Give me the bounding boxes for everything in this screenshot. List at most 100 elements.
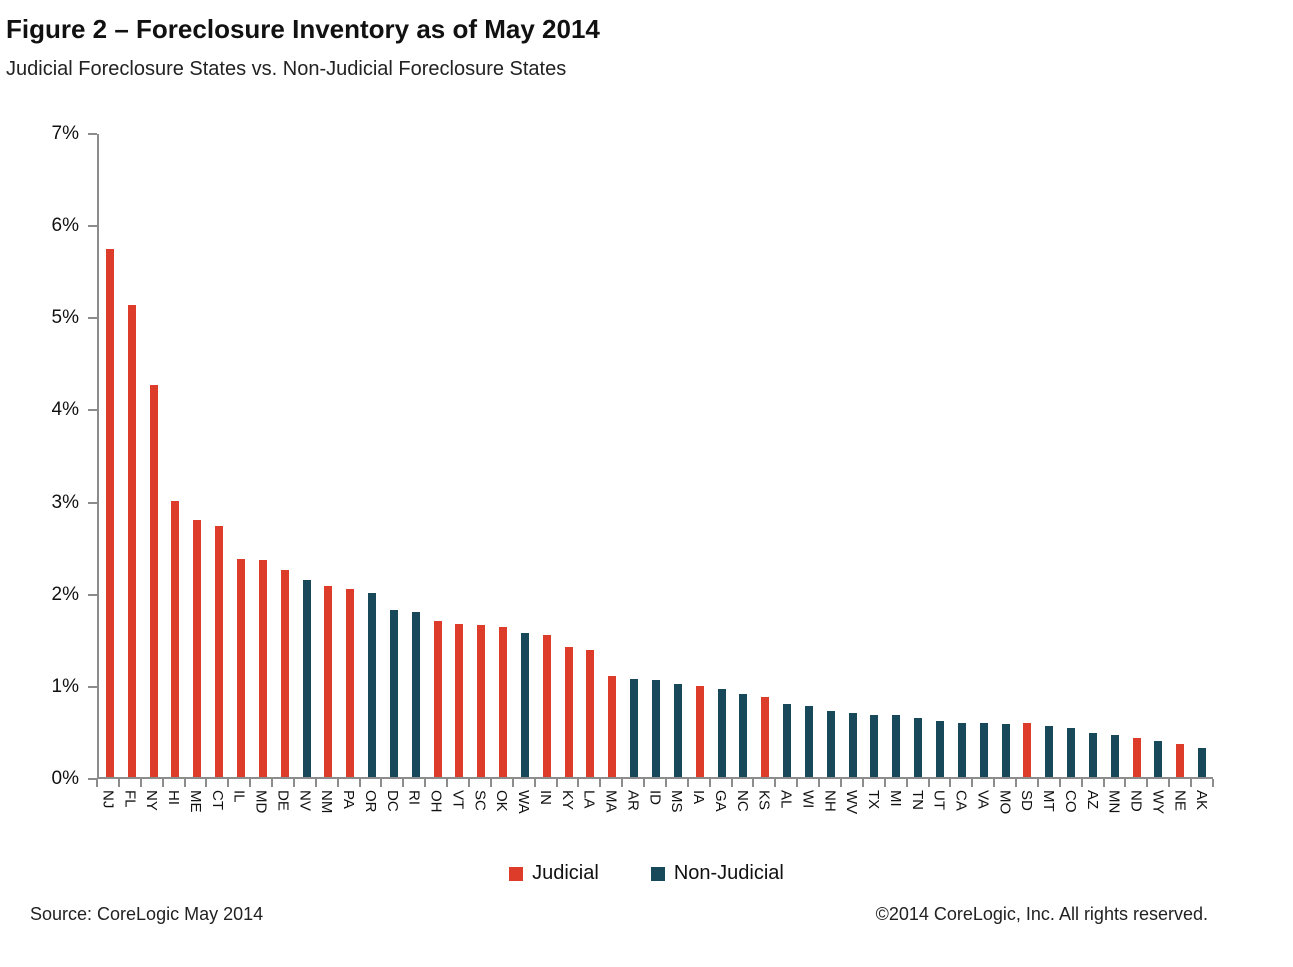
x-tick-mark <box>905 779 908 787</box>
bar-wy <box>1154 741 1163 777</box>
x-tick-mark <box>1146 779 1149 787</box>
bar-slot <box>842 134 864 777</box>
bar-md <box>258 560 267 777</box>
bar-slot <box>339 134 361 777</box>
source-note: Source: CoreLogic May 2014 <box>30 904 264 924</box>
bar-slot <box>252 134 274 777</box>
page-title: Figure 2 – Foreclosure Inventory as of M… <box>6 14 600 44</box>
x-tick-label-wy: WY <box>1149 790 1167 815</box>
x-tick-mark <box>643 779 646 787</box>
x-tick-mark <box>861 779 864 787</box>
bar-ma <box>608 675 617 777</box>
bar-ms <box>673 684 682 777</box>
bar-co <box>1067 728 1076 777</box>
x-label-slot: NV <box>294 790 316 838</box>
x-label-slot: DE <box>272 790 294 838</box>
bar-dc <box>389 609 398 777</box>
bar-pa <box>346 588 355 777</box>
x-tick-mark <box>511 779 514 787</box>
x-tick-mark <box>621 779 624 787</box>
x-tick-mark <box>402 779 405 787</box>
y-tick-mark <box>88 317 97 320</box>
x-tick-mark <box>1080 779 1083 787</box>
bar-slot <box>1104 134 1126 777</box>
x-label-slot: WV <box>841 790 863 838</box>
x-label-slot: IA <box>688 790 710 838</box>
y-axis: 7% 6% 5% 4% 3% 2% 1% 0% <box>0 123 97 789</box>
x-label-slot: VT <box>447 790 469 838</box>
bar-slot <box>1191 134 1213 777</box>
legend: Judicial Non-Judicial <box>0 862 1293 885</box>
bar-ar <box>630 678 639 777</box>
x-tick-mark <box>555 779 558 787</box>
y-tick-label: 6% <box>51 215 79 237</box>
x-label-slot: UT <box>928 790 950 838</box>
bar-ri <box>411 611 420 777</box>
y-tick-label: 0% <box>51 768 79 789</box>
x-tick-mark <box>139 779 142 787</box>
x-label-slot: TN <box>906 790 928 838</box>
bar-al <box>783 704 792 777</box>
x-tick-mark <box>883 779 886 787</box>
x-label-slot: NM <box>316 790 338 838</box>
x-tick-label-oh: OH <box>427 790 445 813</box>
x-tick-label-va: VA <box>974 790 992 809</box>
bar-tx <box>870 714 879 777</box>
x-label-slot: NY <box>141 790 163 838</box>
x-tick-mark <box>1036 779 1039 787</box>
x-label-slot: LA <box>578 790 600 838</box>
bar-slot <box>864 134 886 777</box>
x-tick-label-fl: FL <box>121 790 139 808</box>
bar-wv <box>848 712 857 777</box>
x-tick-mark <box>1015 779 1018 787</box>
bar-slot <box>230 134 252 777</box>
x-tick-label-wa: WA <box>515 790 533 814</box>
x-tick-mark <box>818 779 821 787</box>
bar-slot <box>929 134 951 777</box>
bar-ok <box>499 627 508 777</box>
bar-oh <box>433 620 442 777</box>
bar-sc <box>477 624 486 777</box>
x-tick-mark <box>227 779 230 787</box>
bar-slot <box>820 134 842 777</box>
y-tick-mark <box>88 133 97 135</box>
x-tick-mark <box>424 779 427 787</box>
bar-slot <box>383 134 405 777</box>
bar-sd <box>1023 722 1032 777</box>
bar-slot <box>754 134 776 777</box>
x-tick-mark <box>1190 779 1193 787</box>
x-tick-mark <box>577 779 580 787</box>
x-tick-label-id: ID <box>646 790 664 805</box>
bar-slot <box>274 134 296 777</box>
y-tick-label: 7% <box>51 123 79 144</box>
bar-slot <box>732 134 754 777</box>
x-label-slot: WY <box>1147 790 1169 838</box>
x-tick-mark <box>1124 779 1127 787</box>
y-tick-mark <box>88 225 97 228</box>
bar-slot <box>165 134 187 777</box>
bar-slot <box>645 134 667 777</box>
x-tick-label-ar: AR <box>624 790 642 811</box>
x-label-slot: AL <box>775 790 797 838</box>
bar-slot <box>427 134 449 777</box>
x-tick-label-ky: KY <box>558 790 576 811</box>
x-tick-label-ok: OK <box>493 790 511 812</box>
bar-slot <box>492 134 514 777</box>
x-tick-mark <box>599 779 602 787</box>
bar-nh <box>826 710 835 777</box>
bar-slot <box>798 134 820 777</box>
x-tick-mark <box>271 779 274 787</box>
bar-la <box>586 650 595 777</box>
x-tick-label-ca: CA <box>952 790 970 811</box>
x-tick-mark <box>161 779 164 787</box>
x-tick-mark <box>752 779 755 787</box>
copyright-note: ©2014 CoreLogic, Inc. All rights reserve… <box>875 904 1208 924</box>
x-label-slot: CT <box>206 790 228 838</box>
x-tick-label-mi: MI <box>886 790 904 807</box>
bar-ut <box>935 720 944 777</box>
x-tick-label-ms: MS <box>668 790 686 813</box>
x-label-slot: CO <box>1060 790 1082 838</box>
x-tick-label-mo: MO <box>996 790 1014 815</box>
bar-slot <box>1038 134 1060 777</box>
x-tick-label-wv: WV <box>843 790 861 815</box>
